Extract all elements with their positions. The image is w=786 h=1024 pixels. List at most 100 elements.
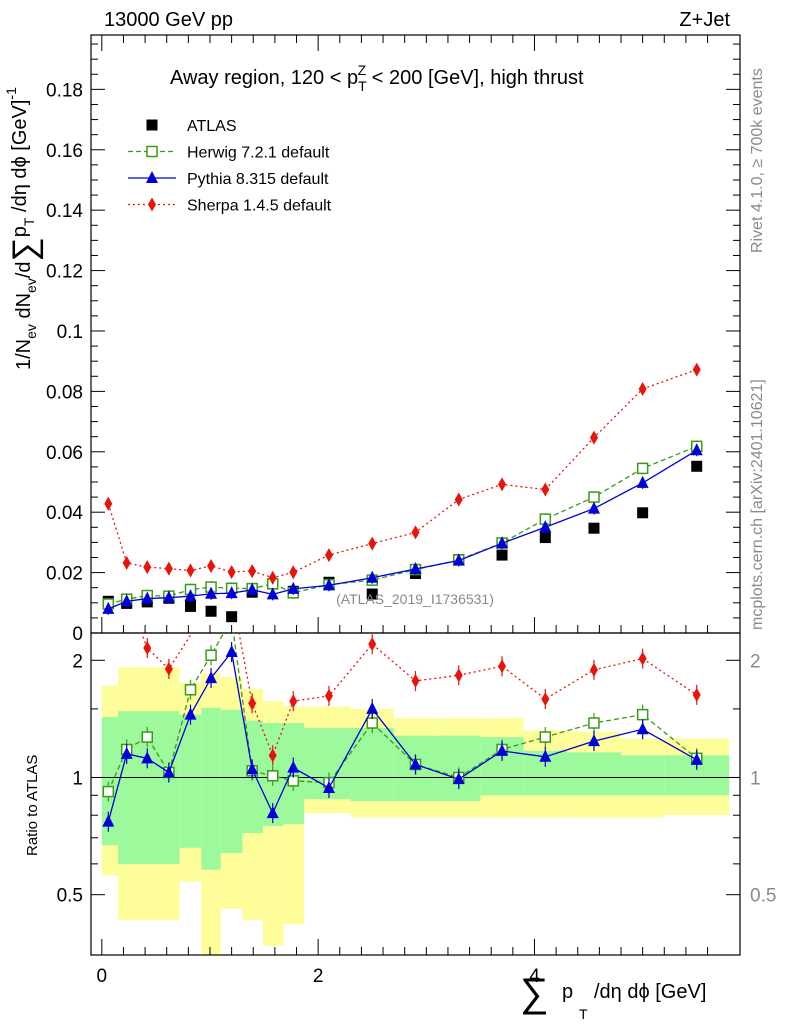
data-point-sherpa [289,565,298,580]
ratio-panel-frame [90,632,741,956]
main-y-tick-label: 0.14 [46,201,83,222]
ratio-y-tick-label-right: 1 [750,768,761,789]
data-point-pythia [587,501,600,514]
data-point-atlas [588,522,600,534]
ratio-point-herwig [141,731,153,743]
energy-label: 13000 GeV pp [104,9,233,31]
legend-marker-atlas [146,119,158,131]
main-y-tick-label: 0.18 [46,80,83,101]
ratio-point-pythia [205,671,218,684]
axis-ticks: 0 0.02 0.04 0.06 0.08 0.1 0.12 0.14 0.16 0.18 0.5 0… [46,35,776,987]
ratio-point-herwig [184,684,197,696]
ratio-point-herwig [366,717,378,729]
ratio-point-pythia [322,780,335,793]
data-point-atlas [205,605,217,617]
ratio-point-sherpa [692,687,701,702]
ratio-point-pythia [162,765,175,778]
band-inner-bin [179,714,202,848]
ratio-series-layer [102,633,703,832]
mcplots-label: mcplots.cern.ch [arXiv:2401.10621] [749,379,766,630]
data-point-sherpa [143,560,152,575]
data-point-sherpa [589,430,598,445]
main-y-tick-label: 0.04 [46,503,83,524]
ratio-y-axis-label: Ratio to ATLAS [24,755,41,856]
data-point-sherpa [164,561,173,576]
series-line-pythia [108,449,698,610]
main-y-tick-label: 0.02 [46,564,83,585]
data-point-pythia [102,601,115,614]
data-point-pythia [636,475,649,488]
data-point-sherpa [268,570,277,585]
band-inner-bin [220,710,243,853]
band-inner-bin [136,711,159,864]
svg-text:/dη dϕ [GeV]: /dη dϕ [GeV] [594,981,706,1003]
band-inner-bin [201,707,221,870]
ratio-point-pythia [636,722,649,735]
data-point-sherpa [692,362,701,377]
data-point-sherpa [207,558,216,573]
ratio-point-sherpa [248,696,257,711]
ratio-point-sherpa [454,668,463,683]
ratio-point-pythia [452,772,465,785]
band-inner-bin [118,711,137,864]
svg-text:T: T [579,1006,588,1022]
ratio-y-tick-label: 1 [72,768,83,789]
data-point-pythia [452,553,465,566]
data-point-pythia [141,591,154,604]
legend-marker-sherpa [148,197,156,212]
x-axis-label: ∑ p T /dη dϕ [GeV] [520,971,706,1022]
data-point-pythia [246,582,259,595]
ratio-point-sherpa [541,692,550,707]
rivet-version-label: Rivet 4.1.0, ≥ 700k events [749,68,766,253]
plot-title: Away region, 120 < pTZ < 200 [GeV], high… [170,62,584,94]
ratio-point-pythia [266,806,279,819]
ratio-y-tick-label-right: 2 [750,651,761,672]
legend-label-herwig: Herwig 7.2.1 default [187,145,330,162]
ratio-point-pythia [120,746,133,759]
data-point-sherpa [638,381,647,396]
main-series-layer [102,362,703,623]
legend-label-pythia: Pythia 8.315 default [187,171,329,188]
series-line-herwig [108,445,697,605]
ratio-point-sherpa [143,641,152,656]
ratio-point-sherpa [411,673,420,688]
data-point-sherpa [454,492,463,507]
data-point-atlas [691,460,703,472]
data-point-sherpa [368,536,377,551]
data-point-sherpa [324,548,333,563]
band-inner-bin [350,727,394,802]
data-point-sherpa [248,564,257,579]
ratio-point-herwig [539,731,552,743]
data-point-sherpa [411,525,420,540]
x-tick-label: 2 [313,966,324,987]
analysis-id-label: (ATLAS_2019_I1736531) [336,591,494,607]
main-y-tick-label: 0.12 [46,262,83,283]
ratio-point-herwig [102,785,115,798]
svg-text:p: p [562,981,573,1003]
data-point-pythia [225,586,238,599]
main-y-tick-label: 0.06 [46,443,83,464]
ratio-point-pythia [409,757,422,770]
data-point-sherpa [186,563,195,578]
ratio-point-herwig [205,649,217,662]
x-tick-label: 0 [97,966,108,987]
ratio-point-pythia [366,701,379,714]
data-point-herwig [636,462,649,475]
ratio-point-pythia [287,760,300,773]
data-point-pythia [409,561,422,574]
x-tick-label: 4 [529,966,540,987]
data-point-sherpa [227,564,236,579]
data-point-pythia [287,581,300,594]
main-y-tick-label: 0.16 [46,141,83,162]
svg-text:∑: ∑ [520,971,549,1015]
ratio-point-sherpa [324,688,333,703]
band-inner-bin [566,752,622,796]
data-point-atlas [366,588,378,600]
ratio-y-tick-label: 0.5 [57,886,83,907]
ratio-point-pythia [690,752,703,765]
data-point-atlas [496,549,508,561]
data-point-atlas [185,600,197,612]
main-y-tick-label: 0.1 [57,322,83,343]
data-point-pythia [496,536,509,549]
data-point-pythia [205,586,218,599]
